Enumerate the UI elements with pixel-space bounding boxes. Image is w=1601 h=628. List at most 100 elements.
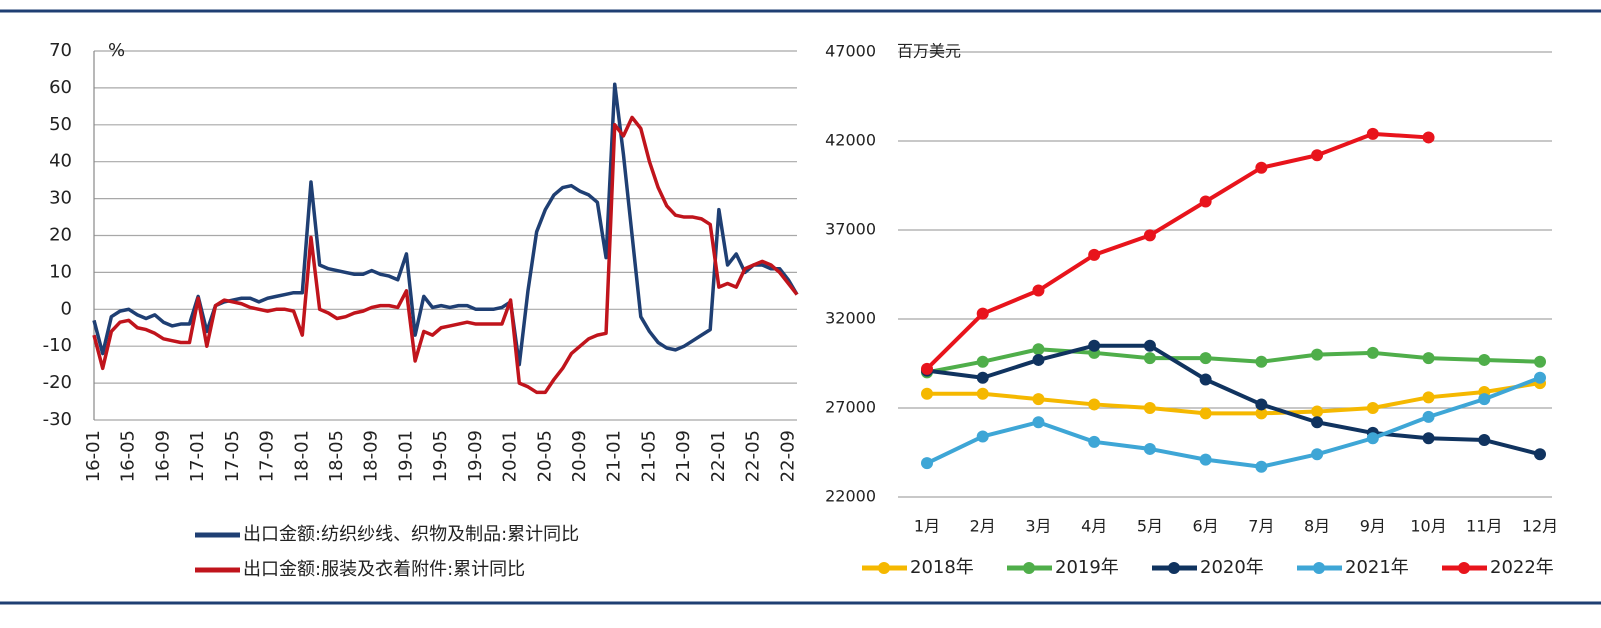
y-tick-label: 10 [49,261,72,282]
x-tick-label: 2月 [970,517,996,536]
x-tick-label: 8月 [1304,517,1330,536]
y-tick-label: 27000 [825,398,876,417]
x-tick-label: 10月 [1410,517,1446,536]
point [1534,448,1546,461]
x-tick-label: 22-01 [708,430,729,482]
point [1478,353,1491,366]
legend-label: 出口金额:服装及衣着附件:累计同比 [243,559,525,580]
y-tick-label: 47000 [825,42,876,61]
unit-label: % [108,40,125,61]
point [1088,398,1101,411]
y-tick-label: 22000 [825,487,876,506]
point [1311,149,1324,162]
point [1366,127,1379,140]
x-tick-label: 7月 [1248,517,1274,536]
x-tick-label: 21-01 [604,430,625,482]
x-tick-label: 9月 [1360,517,1386,536]
point [976,430,989,443]
point [1088,339,1101,352]
point [976,371,989,384]
x-tick-label: 20-05 [534,430,555,482]
point [1255,398,1268,411]
y-tick-label: 50 [49,114,72,135]
series-line [927,381,1541,416]
x-tick-label: 11月 [1466,517,1502,536]
x-tick-label: 4月 [1081,517,1107,536]
point [1422,432,1435,445]
point [976,355,989,368]
y-tick-label: 70 [49,40,72,61]
point [1534,371,1546,384]
point [921,387,933,400]
legend-label: 2018年 [910,557,974,578]
x-tick-label: 17-01 [187,430,208,482]
y-tick-label: 20 [49,225,72,246]
x-tick-label: 16-05 [118,430,139,482]
y-tick-label: 37000 [825,220,876,239]
point [1199,407,1212,420]
point [1032,416,1045,429]
x-tick-label: 16-01 [83,430,104,482]
x-tick-label: 21-09 [673,430,694,482]
x-tick-label: 18-09 [361,430,382,482]
x-tick-label: 12月 [1522,517,1558,536]
point [1311,348,1324,361]
x-tick-label: 18-01 [291,430,312,482]
point [1478,434,1491,447]
x-tick-label: 18-05 [326,430,347,482]
x-tick-label: 5月 [1137,517,1163,536]
x-tick-label: 19-09 [465,430,486,482]
point [1478,393,1491,406]
y-tick-label: 32000 [825,309,876,328]
series-line [926,347,1541,375]
point [1032,284,1045,297]
y-tick-label: -30 [43,409,72,430]
point [1422,410,1435,423]
point [1143,442,1156,455]
unit-label: 百万美元 [897,42,961,61]
point [1032,393,1045,406]
y-tick-label: 30 [49,188,72,209]
y-tick-label: 60 [49,77,72,98]
legend-label: 2019年 [1055,557,1119,578]
point [1366,402,1379,414]
x-tick-label: 16-09 [152,430,173,482]
x-tick-label: 17-05 [222,430,243,482]
point [1255,407,1268,420]
point [921,457,933,470]
legend-marker [1023,562,1035,574]
y-tick-label: 0 [61,298,72,319]
point [1422,131,1435,144]
series-line [925,131,1429,371]
legend-label: 2022年 [1490,557,1554,578]
point [1143,229,1156,242]
legend-marker [1313,562,1325,574]
legend-label: 2021年 [1345,557,1409,578]
x-tick-label: 19-05 [430,430,451,482]
series-line [926,375,1541,469]
y-tick-label: -10 [43,335,72,356]
x-tick-label: 20-01 [500,430,521,482]
legend-marker [1458,562,1470,574]
point [921,362,933,375]
y-tick-label: 42000 [825,131,876,150]
series-line [926,343,1541,457]
point [1199,453,1212,466]
point [1366,346,1379,359]
x-tick-label: 17-09 [257,430,278,482]
x-tick-label: 20-09 [569,430,590,482]
point [1143,352,1156,365]
x-tick-label: 6月 [1193,517,1219,536]
point [976,307,989,320]
y-tick-label: -20 [43,372,72,393]
y-tick-label: 40 [49,151,72,172]
point [1199,195,1212,208]
legend-label: 出口金额:纺织纱线、织物及制品:累计同比 [243,524,579,545]
x-tick-label: 1月 [914,517,940,536]
point [1311,448,1324,461]
point [1199,373,1212,386]
legend-marker [1168,562,1180,574]
point [1311,405,1324,418]
